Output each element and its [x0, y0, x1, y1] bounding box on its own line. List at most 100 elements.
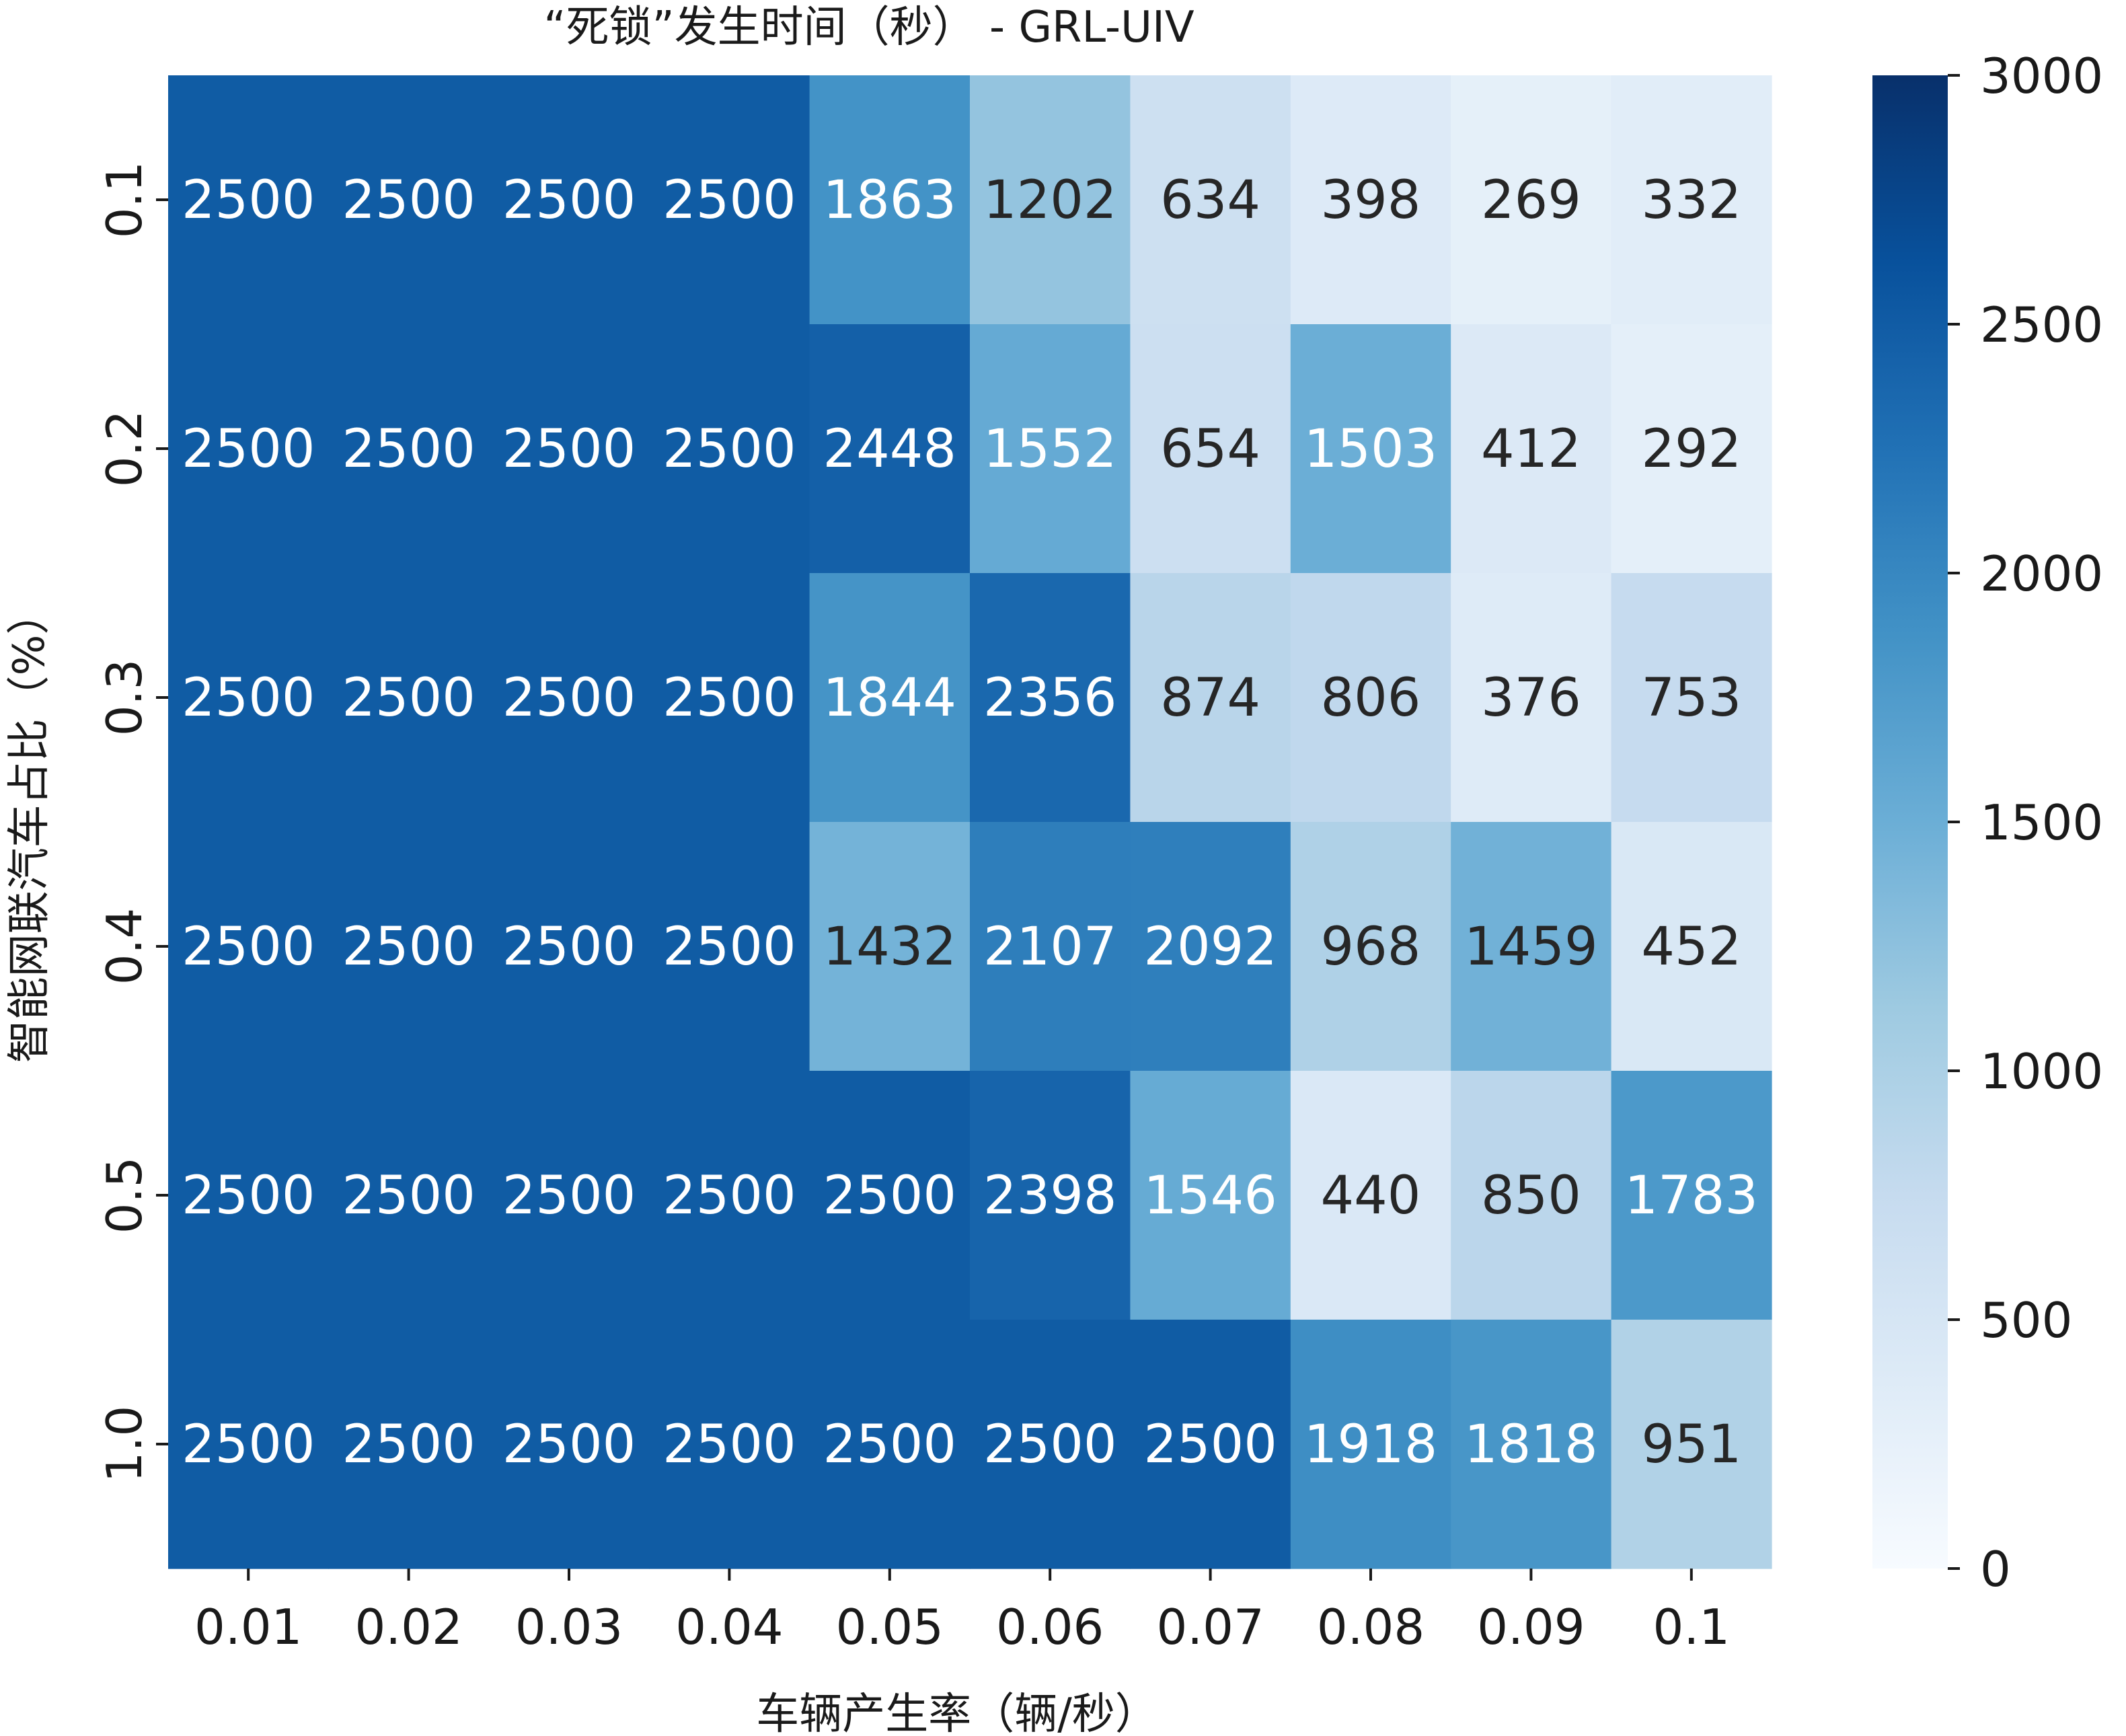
cell-value-label: 1202: [983, 170, 1117, 231]
cell-value-label: 1783: [1625, 1166, 1759, 1226]
heatmap-cell: [1451, 573, 1612, 823]
x-tick-label: 0.06: [996, 1599, 1104, 1655]
cell-value-label: 440: [1321, 1166, 1421, 1226]
heatmap-cell: [328, 324, 490, 574]
cell-value-label: 2500: [502, 170, 636, 231]
colorbar-tick-label: 500: [1980, 1292, 2072, 1349]
heatmap-cell: [1611, 822, 1772, 1071]
cell-value-label: 2500: [342, 668, 476, 728]
heatmap-cell: [488, 324, 650, 574]
heatmap-cell: [168, 75, 329, 325]
heatmap-cell: [1611, 324, 1772, 574]
cell-value-label: 654: [1160, 419, 1260, 480]
heatmap-cell: [488, 1071, 650, 1320]
x-tick-label: 0.07: [1156, 1599, 1264, 1655]
cell-value-label: 1459: [1464, 917, 1598, 977]
y-tick-label: 0.2: [96, 410, 153, 488]
x-tick-label: 0.09: [1477, 1599, 1585, 1655]
cell-value-label: 1863: [823, 170, 957, 231]
heatmap-cell: [328, 822, 490, 1071]
heatmap-cell: [1611, 75, 1772, 325]
colorbar-tick-label: 3000: [1980, 48, 2103, 104]
colorbar-tick-label: 1500: [1980, 794, 2103, 851]
y-tick-label: 0.1: [96, 161, 153, 239]
y-tick-label: 0.3: [96, 659, 153, 737]
heatmap-cell: [649, 75, 810, 325]
cell-value-label: 951: [1641, 1414, 1741, 1475]
cell-value-label: 332: [1641, 170, 1741, 231]
x-tick-label: 0.01: [194, 1599, 302, 1655]
heatmap-cell: [168, 324, 329, 574]
heatmap-cell: [970, 1071, 1131, 1320]
cell-value-label: 2500: [342, 419, 476, 480]
cell-value-label: 1552: [983, 419, 1117, 480]
cell-value-label: 2500: [662, 419, 796, 480]
x-tick-label: 0.04: [675, 1599, 783, 1655]
cell-value-label: 2500: [342, 1166, 476, 1226]
cell-value-label: 2500: [662, 668, 796, 728]
heatmap-cell: [328, 75, 490, 325]
heatmap-cell: [809, 822, 971, 1071]
y-tick-label: 0.4: [96, 908, 153, 985]
cell-value-label: 806: [1321, 668, 1421, 728]
cell-value-label: 874: [1160, 668, 1260, 728]
cell-value-label: 269: [1481, 170, 1581, 231]
heatmap-cell: [970, 573, 1131, 823]
colorbar: 0 500 1000 1500 2000 2500 3000: [1872, 48, 2103, 1597]
cell-value-label: 412: [1481, 419, 1581, 480]
cell-value-label: 2500: [182, 419, 315, 480]
heatmap-cell: [1130, 324, 1291, 574]
colorbar-gradient: [1872, 75, 1948, 1569]
cell-value-label: 1503: [1304, 419, 1438, 480]
x-axis: 0.01 0.02 0.03 0.04 0.05 0.06 0.07 0.08 0.09 0.1: [194, 1569, 1730, 1655]
heatmap-cell: [1611, 1320, 1772, 1569]
cell-value-label: 2500: [182, 668, 315, 728]
cell-value-label: 292: [1641, 419, 1741, 480]
cell-value-label: 968: [1321, 917, 1421, 977]
heatmap-cell: [168, 822, 329, 1071]
cell-value-label: 2500: [502, 419, 636, 480]
heatmap-cell: [809, 573, 971, 823]
cell-value-label: 1432: [823, 917, 957, 977]
heatmap-cell: [168, 1320, 329, 1569]
heatmap-cell: [649, 1320, 810, 1569]
cell-value-label: 376: [1481, 668, 1581, 728]
cell-value-label: 1844: [823, 668, 957, 728]
cell-value-label: 2500: [662, 917, 796, 977]
cell-value-label: 2500: [182, 917, 315, 977]
heatmap-cell: [168, 573, 329, 823]
cell-value-label: 2500: [1143, 1414, 1277, 1475]
heatmap-cell: [1130, 1320, 1291, 1569]
x-axis-title: 车辆产生率（辆/秒）: [756, 1690, 1158, 1736]
heatmap-cell: [1290, 573, 1451, 823]
cell-value-label: 2500: [823, 1166, 957, 1226]
heatmap-cell: [488, 573, 650, 823]
cell-value-label: 2398: [983, 1166, 1117, 1226]
heatmap-cell: [1611, 573, 1772, 823]
heatmap-cell: [970, 324, 1131, 574]
heatmap-cell: [1451, 1071, 1612, 1320]
heatmap-cell: [1130, 75, 1291, 325]
cell-value-label: 2500: [182, 170, 315, 231]
heatmap-cell: [328, 1071, 490, 1320]
colorbar-tick-label: 2500: [1980, 297, 2103, 353]
y-tick-label: 0.5: [96, 1157, 153, 1234]
cell-value-label: 2448: [823, 419, 957, 480]
heatmap-cell: [488, 1320, 650, 1569]
cell-value-label: 2356: [983, 668, 1117, 728]
heatmap-cell-labels: 2500 2500 2500 2500 1863 1202 634 398 269 332 2500…: [182, 170, 1758, 1475]
y-tick-label: 1.0: [96, 1406, 153, 1483]
cell-value-label: 1818: [1464, 1414, 1598, 1475]
cell-value-label: 2500: [662, 1166, 796, 1226]
heatmap-cell: [1451, 1320, 1612, 1569]
colorbar-tick-label: 2000: [1980, 545, 2103, 602]
y-axis: 0.1 0.2 0.3 0.4 0.5 1.0: [96, 161, 168, 1483]
cell-value-label: 2500: [342, 170, 476, 231]
cell-value-label: 2500: [182, 1414, 315, 1475]
heatmap-cell: [1290, 1320, 1451, 1569]
x-tick-label: 0.1: [1653, 1599, 1731, 1655]
cell-value-label: 1918: [1304, 1414, 1438, 1475]
cell-value-label: 850: [1481, 1166, 1581, 1226]
heatmap-cell: [328, 573, 490, 823]
heatmap-cell: [649, 1071, 810, 1320]
